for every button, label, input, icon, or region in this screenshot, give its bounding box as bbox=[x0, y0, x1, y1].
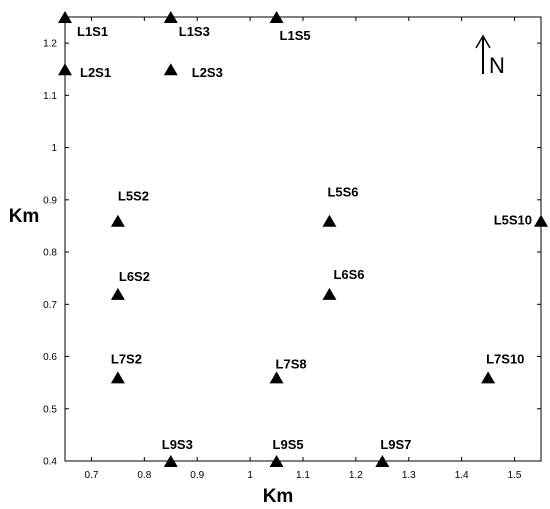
y-tick-label: 1 bbox=[51, 143, 57, 154]
point-marker bbox=[110, 287, 125, 300]
x-tick-label: 1.1 bbox=[296, 470, 310, 481]
point-label: L9S7 bbox=[380, 437, 411, 452]
x-tick-label: 1.5 bbox=[508, 470, 522, 481]
x-tick-label: 0.7 bbox=[84, 470, 98, 481]
point-label: L1S5 bbox=[280, 28, 311, 43]
point-marker bbox=[110, 214, 125, 227]
point-label: L6S2 bbox=[119, 269, 150, 284]
north-label: N bbox=[489, 53, 505, 78]
point-marker bbox=[269, 11, 284, 23]
point-marker bbox=[375, 455, 390, 467]
point-label: L9S3 bbox=[162, 437, 193, 452]
y-tick-label: 0.7 bbox=[43, 300, 57, 311]
point-label: L1S1 bbox=[77, 24, 108, 39]
point-label: L2S3 bbox=[192, 65, 223, 80]
north-arrow-head bbox=[475, 34, 491, 49]
point-label: L7S8 bbox=[276, 356, 307, 371]
y-tick-label: 0.4 bbox=[43, 457, 57, 468]
point-marker bbox=[269, 455, 284, 467]
point-marker bbox=[163, 63, 178, 76]
point-marker bbox=[163, 11, 178, 23]
y-tick-label: 0.6 bbox=[43, 352, 57, 363]
point-label: L1S3 bbox=[179, 24, 210, 39]
point-label: L6S6 bbox=[333, 267, 364, 282]
point-label: L2S1 bbox=[80, 65, 111, 80]
point-marker bbox=[322, 287, 337, 300]
x-tick-label: 1 bbox=[247, 470, 253, 481]
point-marker bbox=[163, 455, 178, 467]
point-label: L5S6 bbox=[327, 185, 358, 200]
y-tick-label: 0.8 bbox=[43, 248, 57, 259]
x-axis-title: Km bbox=[263, 486, 294, 507]
y-tick-label: 0.9 bbox=[43, 195, 57, 206]
point-marker bbox=[269, 371, 284, 384]
point-label: L5S10 bbox=[494, 213, 532, 228]
point-marker bbox=[58, 63, 72, 76]
point-marker bbox=[322, 214, 337, 227]
point-marker bbox=[110, 371, 125, 384]
north-arrow: N bbox=[475, 34, 505, 78]
data-points: L1S1 L1S3 L1S5 L2S1 L2S3 L5S2 L5S6 L5S10 L6S2 L6S… bbox=[58, 11, 548, 467]
point-label: L5S2 bbox=[118, 189, 149, 204]
point-marker bbox=[58, 11, 72, 23]
y-axis-title: Km bbox=[9, 206, 40, 227]
point-label: L7S2 bbox=[111, 351, 142, 366]
point-label: L9S5 bbox=[273, 437, 304, 452]
x-tick-label: 1.4 bbox=[455, 470, 469, 481]
x-tick-label: 1.3 bbox=[402, 470, 416, 481]
y-tick-label: 1.2 bbox=[43, 39, 57, 50]
x-tick-label: 0.8 bbox=[137, 470, 151, 481]
axis-ticks: 0.7 0.8 0.9 1 1.1 1.2 1.3 1.4 1.5 0.4 0.5 0.6 0.7 0.8… bbox=[43, 17, 541, 481]
x-tick-label: 1.2 bbox=[349, 470, 363, 481]
point-marker bbox=[534, 214, 548, 227]
point-marker bbox=[481, 371, 496, 384]
x-tick-label: 0.9 bbox=[190, 470, 204, 481]
point-label: L7S10 bbox=[486, 351, 524, 366]
y-tick-label: 1.1 bbox=[43, 91, 57, 102]
plot-frame bbox=[64, 16, 542, 462]
y-tick-label: 0.5 bbox=[43, 404, 57, 415]
